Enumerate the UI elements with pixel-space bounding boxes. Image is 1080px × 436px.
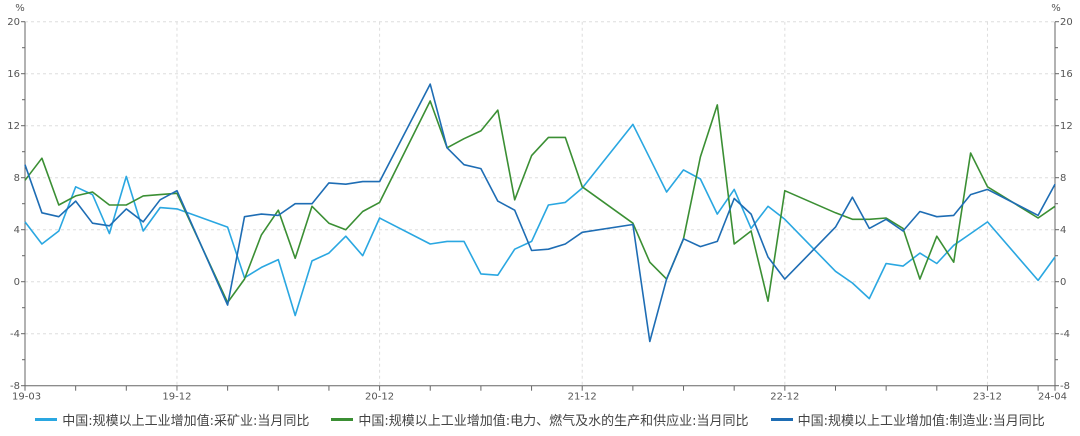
y-tick-label-left: 20 [7, 17, 20, 28]
series-lines [24, 83, 1056, 343]
series-line-2 [24, 83, 1056, 343]
y-tick-label-left: 4 [14, 225, 20, 236]
y-tick-label-right: -4 [1060, 329, 1070, 340]
y-tick-label-right: 0 [1060, 277, 1066, 288]
y-unit-right: % [1051, 3, 1061, 14]
x-tick-label: 19-12 [162, 392, 191, 403]
y-tick-label-right: 20 [1060, 17, 1073, 28]
y-tick-label-left: -8 [10, 381, 20, 392]
y-tick-label-right: -8 [1060, 381, 1070, 392]
line-chart: -8 -8 -4 -4 0 0 4 4 8 8 12 12 16 16 20 20 19-03 19-12 20-1… [7, 3, 1072, 403]
y-tick-label-right: 16 [1060, 69, 1073, 80]
legend: 中国:规模以上工业增加值:采矿业:当月同比 中国:规模以上工业增加值:电力、燃气及… [0, 410, 1080, 429]
legend-item[interactable]: 中国:规模以上工业增加值:采矿业:当月同比 [35, 410, 309, 429]
x-tick-label: 19-03 [12, 392, 41, 403]
y-tick-label-right: 4 [1060, 225, 1066, 236]
y-tick-label-right: 12 [1060, 121, 1073, 132]
x-tick-label: 20-12 [365, 392, 394, 403]
legend-label: 中国:规模以上工业增加值:采矿业:当月同比 [62, 414, 310, 429]
axes: -8 -8 -4 -4 0 0 4 4 8 8 12 12 16 16 20 20 19-03 19-12 20-1… [7, 17, 1072, 403]
legend-label: 中国:规模以上工业增加值:电力、燃气及水的生产和供应业:当月同比 [358, 414, 749, 429]
y-tick-label-left: 0 [14, 277, 20, 288]
legend-swatch [331, 418, 354, 421]
y-tick-label-left: 12 [7, 121, 20, 132]
x-tick-label: 23-12 [973, 392, 1002, 403]
series-line-0 [24, 123, 1056, 317]
legend-swatch [770, 418, 793, 421]
y-tick-label-left: 8 [14, 173, 20, 184]
legend-swatch [35, 418, 58, 421]
y-unit-left: % [15, 3, 25, 14]
y-tick-label-right: 8 [1060, 173, 1066, 184]
legend-item[interactable]: 中国:规模以上工业增加值:制造业:当月同比 [770, 410, 1045, 429]
y-tick-label-left: -4 [10, 329, 20, 340]
legend-label: 中国:规模以上工业增加值:制造业:当月同比 [797, 414, 1045, 429]
x-tick-label: 24-04 [1038, 392, 1067, 403]
legend-item[interactable]: 中国:规模以上工业增加值:电力、燃气及水的生产和供应业:当月同比 [331, 410, 749, 429]
x-tick-label: 21-12 [568, 392, 597, 403]
grid [25, 21, 1055, 386]
series-line-1 [24, 100, 1056, 304]
x-tick-label: 22-12 [770, 392, 799, 403]
y-tick-label-left: 16 [7, 69, 20, 80]
